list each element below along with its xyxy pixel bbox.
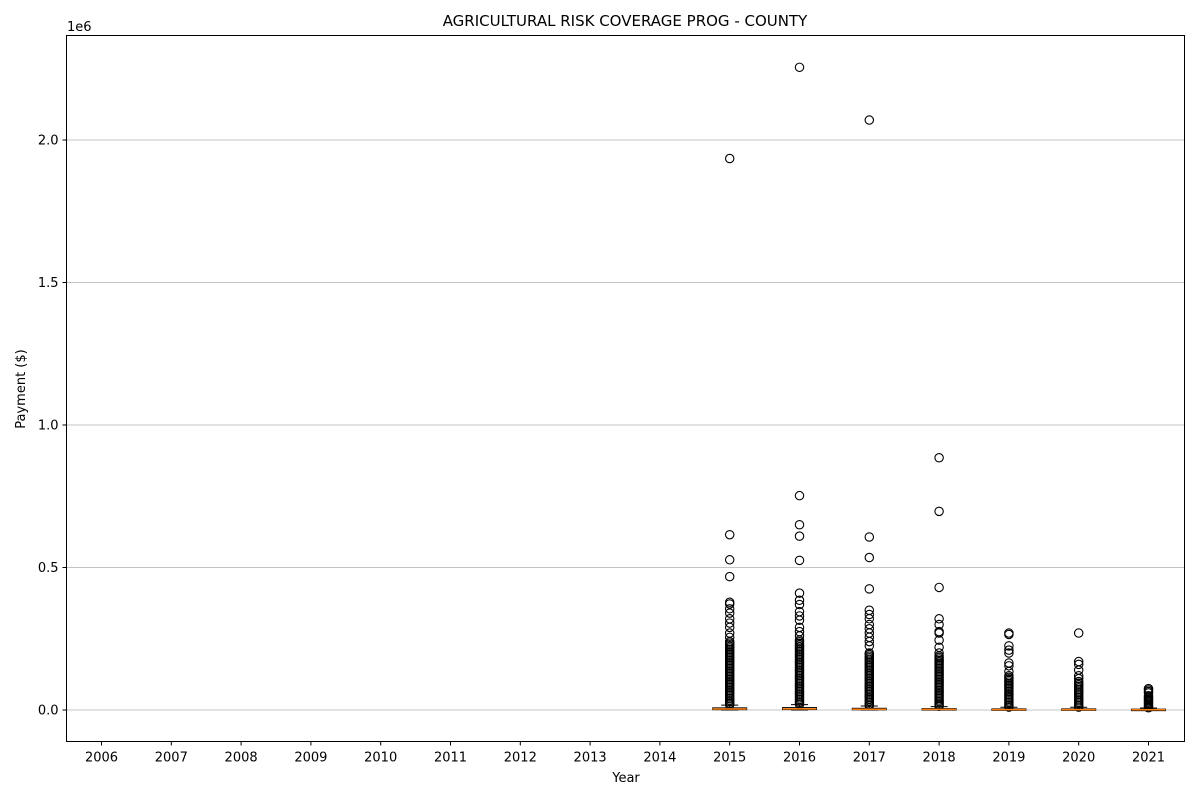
flier <box>724 555 735 565</box>
x-axis-label: Year <box>611 771 640 786</box>
flier <box>1073 673 1084 684</box>
flier <box>794 599 805 610</box>
flier <box>1073 671 1084 681</box>
x-tick-label: 2013 <box>574 751 607 766</box>
flier <box>864 636 875 647</box>
flier <box>1004 671 1014 681</box>
flier <box>934 614 944 624</box>
flier <box>1073 676 1084 687</box>
flier <box>794 531 805 541</box>
x-tick-label: 2016 <box>783 751 816 766</box>
box-2016 <box>782 62 817 711</box>
flier <box>724 618 735 628</box>
flier <box>1004 661 1014 671</box>
chart-title: AGRICULTURAL RISK COVERAGE PROG - COUNTY <box>443 12 808 30</box>
flier <box>724 628 735 638</box>
flier <box>794 588 805 598</box>
box-2021 <box>1131 683 1166 713</box>
box-2019 <box>991 628 1027 712</box>
flier <box>934 635 944 645</box>
flier <box>864 115 875 125</box>
flier <box>724 529 735 540</box>
flier <box>864 641 875 651</box>
box-2018 <box>921 453 957 712</box>
flier <box>864 552 875 563</box>
box-2020 <box>1061 628 1097 712</box>
flier <box>724 571 735 582</box>
flier <box>1143 688 1154 698</box>
flier <box>724 622 735 633</box>
flier <box>794 626 805 637</box>
y-tick-label: 1.0 <box>38 419 59 434</box>
box-2017 <box>851 115 887 711</box>
x-tick-label: 2012 <box>504 751 537 766</box>
x-tick-label: 2010 <box>364 751 397 766</box>
flier <box>724 153 735 164</box>
flier <box>724 599 735 609</box>
flier <box>794 595 805 606</box>
y-axis-offset-label: 1e6 <box>67 20 92 35</box>
box-2015 <box>712 153 748 711</box>
flier <box>864 584 875 594</box>
y-tick-label: 0.0 <box>38 704 59 719</box>
x-tick-label: 2015 <box>713 751 746 766</box>
flier <box>724 632 735 643</box>
flier <box>934 628 944 638</box>
x-tick-label: 2011 <box>434 751 467 766</box>
flier <box>794 631 805 641</box>
flier <box>724 604 735 614</box>
flier <box>1004 645 1014 655</box>
flier <box>794 490 805 501</box>
grid-lines <box>66 139 1185 711</box>
x-tick-label: 2009 <box>294 751 327 766</box>
flier <box>1004 648 1014 658</box>
flier <box>1004 666 1014 677</box>
x-tick-label: 2019 <box>992 751 1025 766</box>
flier <box>794 615 805 625</box>
x-tick-label: 2021 <box>1132 751 1165 766</box>
x-axis: 2006 2007 2008 2009 2010 2011 2012 2013 2014 2015… <box>85 741 1165 766</box>
flier <box>864 614 875 624</box>
plot-frame <box>66 35 1185 742</box>
y-tick-label: 1.5 <box>38 276 59 291</box>
flier <box>934 642 944 653</box>
flier <box>794 62 805 73</box>
flier <box>864 648 875 658</box>
flier <box>1143 690 1154 701</box>
x-tick-label: 2017 <box>853 751 886 766</box>
x-tick-label: 2006 <box>85 751 118 766</box>
flier <box>1073 659 1084 670</box>
flier <box>1073 628 1084 638</box>
x-tick-label: 2007 <box>155 751 188 766</box>
flier <box>794 555 805 566</box>
flier <box>934 648 944 658</box>
y-tick-label: 2.0 <box>38 134 59 149</box>
y-axis-label: Payment ($) <box>14 349 29 428</box>
y-tick-label: 0.5 <box>38 561 59 576</box>
x-tick-label: 2014 <box>643 751 676 766</box>
flier <box>934 582 944 593</box>
x-tick-label: 2018 <box>923 751 956 766</box>
flier <box>864 609 875 620</box>
flier <box>1004 641 1014 651</box>
flier <box>724 608 735 618</box>
y-axis: 0.0 0.5 1.0 1.5 2.0 <box>38 134 67 719</box>
flier <box>794 519 805 530</box>
flier <box>934 506 944 517</box>
flier <box>934 453 944 463</box>
flier <box>794 611 805 621</box>
box-series <box>712 62 1166 713</box>
flier <box>1004 629 1014 640</box>
x-tick-label: 2008 <box>225 751 258 766</box>
x-tick-label: 2020 <box>1062 751 1095 766</box>
flier <box>864 532 875 542</box>
